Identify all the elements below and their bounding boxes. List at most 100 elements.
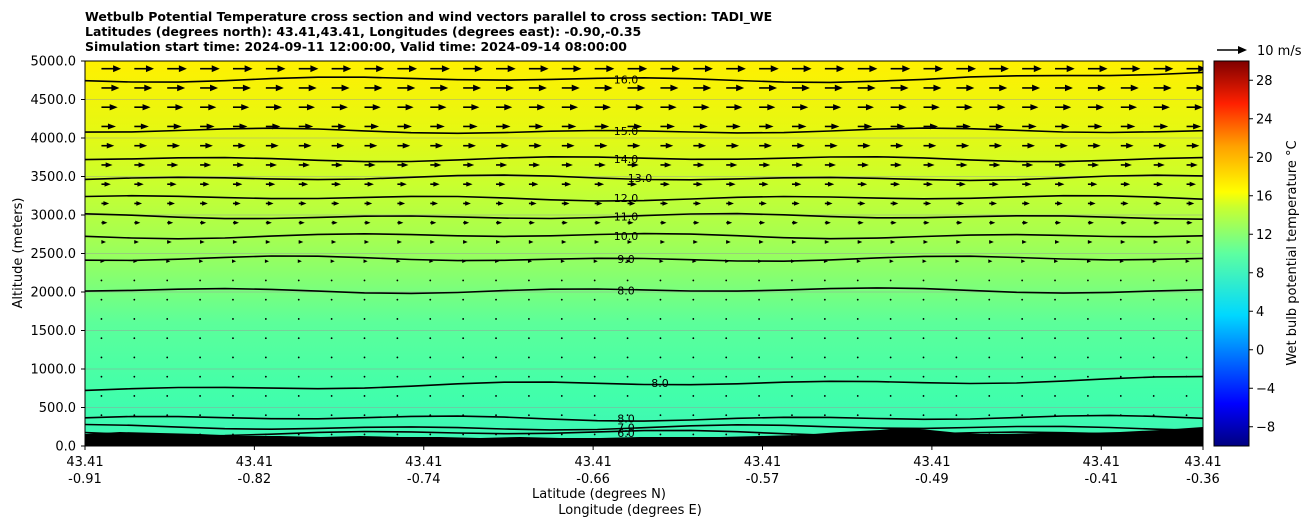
wind-vector — [627, 84, 646, 92]
wind-vector — [495, 279, 497, 282]
wind-vector — [1087, 181, 1098, 187]
wind-vector — [463, 142, 476, 149]
wind-vector — [626, 318, 629, 320]
wind-vector — [989, 104, 1006, 111]
wind-vector — [462, 356, 465, 359]
wind-vector — [922, 356, 925, 359]
wind-vector — [430, 220, 437, 225]
wind-vector — [857, 65, 878, 73]
wind-vector — [297, 433, 300, 436]
wind-vector — [989, 123, 1004, 130]
wind-vector — [528, 414, 530, 417]
wind-vector — [693, 142, 707, 149]
wind-vector — [561, 201, 570, 206]
wind-vector — [133, 356, 136, 359]
wind-vector — [264, 279, 267, 282]
contour-line — [85, 375, 1203, 392]
wind-vector — [759, 104, 776, 111]
wind-vector — [265, 201, 274, 206]
wind-vector — [101, 123, 116, 130]
wind-vector — [1152, 318, 1155, 320]
wind-vector — [823, 356, 826, 359]
contour-line — [85, 423, 1203, 432]
wind-vector — [923, 201, 932, 206]
wind-vector — [659, 395, 662, 397]
wind-vector — [659, 414, 662, 417]
wind-vector — [758, 356, 760, 359]
wind-vector — [626, 337, 629, 340]
wind-vector — [890, 142, 904, 149]
wind-vector — [134, 201, 143, 206]
wind-vector — [725, 395, 728, 397]
wind-vector — [923, 181, 933, 187]
wind-vector — [660, 104, 677, 111]
wind-vector — [988, 337, 991, 340]
wind-vector — [922, 298, 925, 301]
wind-vector — [759, 181, 769, 187]
wind-vector — [1186, 104, 1203, 111]
wind-vector — [626, 375, 629, 378]
wind-vector — [265, 84, 284, 92]
wind-vector — [1055, 142, 1068, 149]
contour-line — [85, 287, 1203, 295]
chart-title: Wetbulb Potential Temperature cross sect… — [85, 9, 772, 54]
wind-vector — [988, 395, 991, 397]
wind-vector — [528, 337, 530, 340]
wind-vector — [1021, 337, 1024, 340]
wind-vector — [791, 201, 800, 206]
wind-vector — [693, 162, 705, 168]
wind-vector — [430, 239, 435, 244]
wind-vector — [134, 220, 141, 225]
wind-vector — [463, 181, 473, 187]
wind-vector — [693, 220, 700, 225]
wind-vector — [1119, 337, 1122, 340]
wind-vector — [823, 318, 826, 320]
wind-vector — [922, 395, 925, 397]
wind-vector — [726, 84, 745, 92]
wind-vector — [791, 104, 809, 111]
wind-vector — [1153, 142, 1167, 149]
wind-vector — [923, 65, 944, 73]
wind-vector — [659, 356, 662, 359]
wind-vector — [594, 181, 605, 187]
wind-vector — [430, 123, 445, 130]
wind-vector — [1120, 239, 1126, 244]
wind-vector — [167, 201, 175, 206]
wind-vector — [824, 239, 830, 244]
wind-vector — [429, 318, 432, 320]
wind-vector — [923, 104, 940, 111]
wind-vector — [232, 104, 250, 111]
wind-vector — [200, 181, 210, 187]
wind-vector — [265, 142, 279, 149]
wind-vector — [528, 220, 535, 225]
wind-vector — [429, 433, 432, 436]
wind-vector — [166, 337, 169, 340]
wind-vector — [626, 414, 629, 417]
wind-vector — [561, 162, 573, 168]
wind-vector — [627, 123, 643, 130]
y-tick-label: 3000.0 — [31, 209, 77, 224]
wind-vector — [1054, 356, 1056, 359]
wind-vector — [429, 279, 432, 282]
wind-vector — [429, 395, 432, 397]
wind-vector — [1055, 220, 1062, 225]
wind-vector — [199, 259, 204, 264]
wind-vector — [791, 181, 802, 187]
wind-vector — [660, 181, 670, 187]
wind-vector — [791, 414, 793, 417]
y-tick-label: 3500.0 — [31, 170, 77, 185]
wind-vector — [1087, 395, 1089, 397]
wind-vector — [463, 201, 471, 206]
wind-vector — [627, 65, 648, 73]
wind-vector — [298, 84, 317, 92]
wind-vector — [496, 123, 511, 130]
wind-vector — [330, 337, 333, 340]
wind-vector — [923, 220, 930, 225]
wind-vector — [726, 65, 746, 73]
wind-vector — [956, 239, 961, 244]
wind-vector — [101, 239, 107, 244]
wind-vector — [593, 414, 596, 417]
wind-vector — [889, 337, 892, 340]
wind-vector — [989, 84, 1008, 92]
